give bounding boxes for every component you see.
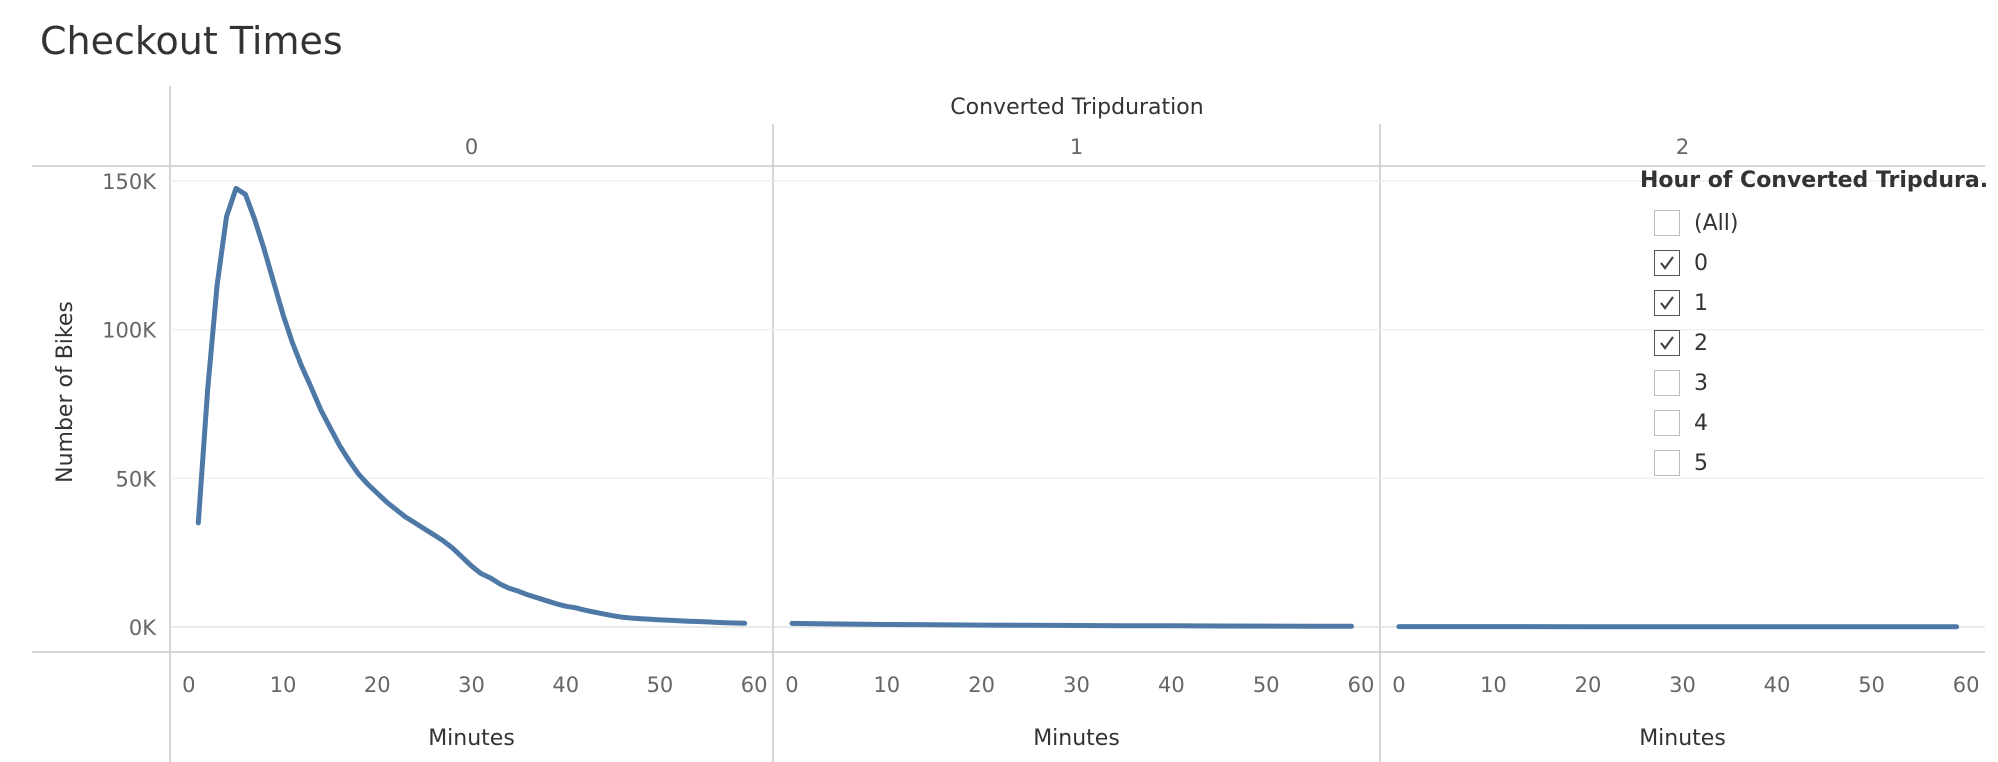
x-axis-title: Minutes bbox=[428, 726, 515, 751]
checkmark-icon bbox=[1660, 296, 1674, 310]
column-header: Converted Tripduration bbox=[950, 95, 1203, 120]
x-axis-titles: Minutes Minutes Minutes bbox=[428, 726, 1726, 751]
page-title: Checkout Times bbox=[40, 19, 343, 63]
x-tick-label: 60 bbox=[741, 673, 768, 697]
filter-item[interactable]: 5 bbox=[1640, 443, 1990, 483]
x-tick-label: 0 bbox=[182, 673, 195, 697]
x-tick-label: 60 bbox=[1953, 673, 1980, 697]
x-tick-label: 60 bbox=[1348, 673, 1375, 697]
panel-labels: 0 1 2 bbox=[465, 135, 1689, 159]
x-axis-title: Minutes bbox=[1033, 726, 1120, 751]
x-tick-label: 10 bbox=[873, 673, 900, 697]
y-tick-label: 0K bbox=[129, 616, 157, 640]
checkbox[interactable] bbox=[1654, 210, 1680, 236]
filter-item-label: 0 bbox=[1694, 250, 1708, 276]
x-tick-label: 0 bbox=[785, 673, 798, 697]
series-lines bbox=[195, 185, 1960, 630]
filter-item[interactable]: 3 bbox=[1640, 363, 1990, 403]
panel-label: 2 bbox=[1676, 135, 1689, 159]
hour-filter-panel: Hour of Converted Tripdura... (All) 0 1 2 3 4… bbox=[1640, 168, 1990, 494]
filter-item-label: 3 bbox=[1694, 370, 1708, 396]
filter-title: Hour of Converted Tripdura... bbox=[1640, 168, 1990, 193]
checkbox[interactable] bbox=[1654, 410, 1680, 436]
checkmark-icon bbox=[1660, 336, 1674, 350]
series-line-panel-0 bbox=[195, 185, 748, 626]
filter-item[interactable]: 1 bbox=[1640, 283, 1990, 323]
x-tick-label: 40 bbox=[1764, 673, 1791, 697]
x-tick-label: 20 bbox=[364, 673, 391, 697]
checkbox[interactable] bbox=[1654, 450, 1680, 476]
panel-label: 1 bbox=[1070, 135, 1083, 159]
series-line-panel-1 bbox=[789, 620, 1354, 629]
x-tick-label: 40 bbox=[552, 673, 579, 697]
filter-item[interactable]: (All) bbox=[1640, 203, 1990, 243]
x-tick-label: 50 bbox=[1858, 673, 1885, 697]
filter-list: (All) 0 1 2 3 4 5 bbox=[1640, 203, 1990, 483]
panel-label: 0 bbox=[465, 135, 478, 159]
x-tick-label: 50 bbox=[647, 673, 674, 697]
chart-frame bbox=[32, 86, 1985, 762]
x-tick-label: 10 bbox=[270, 673, 297, 697]
y-axis-title: Number of Bikes bbox=[53, 301, 78, 483]
y-tick-label: 150K bbox=[102, 170, 157, 194]
filter-item-label: 2 bbox=[1694, 330, 1708, 356]
x-tick-label: 10 bbox=[1480, 673, 1507, 697]
x-tick-label: 30 bbox=[1669, 673, 1696, 697]
filter-item[interactable]: 4 bbox=[1640, 403, 1990, 443]
checkbox[interactable] bbox=[1654, 250, 1680, 276]
y-tick-label: 50K bbox=[116, 467, 158, 491]
x-tick-label: 40 bbox=[1158, 673, 1185, 697]
y-axis-ticks: 0K 50K 100K 150K bbox=[102, 170, 157, 640]
x-axis-title: Minutes bbox=[1639, 726, 1726, 751]
x-axis-ticks: 0 10 20 30 40 50 60 0 10 20 30 40 50 60 0 10 20 30 40 50 60 bbox=[182, 673, 1979, 697]
x-tick-label: 30 bbox=[458, 673, 485, 697]
x-tick-label: 30 bbox=[1063, 673, 1090, 697]
filter-item-label: 1 bbox=[1694, 290, 1708, 316]
filter-item-label: 4 bbox=[1694, 410, 1708, 436]
checkmark-icon bbox=[1660, 256, 1674, 270]
filter-item-label: (All) bbox=[1694, 210, 1739, 236]
filter-item[interactable]: 2 bbox=[1640, 323, 1990, 363]
filter-item[interactable]: 0 bbox=[1640, 243, 1990, 283]
x-tick-label: 20 bbox=[968, 673, 995, 697]
filter-item-label: 5 bbox=[1694, 450, 1708, 476]
x-tick-label: 50 bbox=[1253, 673, 1280, 697]
checkbox[interactable] bbox=[1654, 330, 1680, 356]
x-tick-label: 0 bbox=[1392, 673, 1405, 697]
y-tick-label: 100K bbox=[102, 319, 157, 343]
checkbox[interactable] bbox=[1654, 370, 1680, 396]
x-tick-label: 20 bbox=[1575, 673, 1602, 697]
checkbox[interactable] bbox=[1654, 290, 1680, 316]
